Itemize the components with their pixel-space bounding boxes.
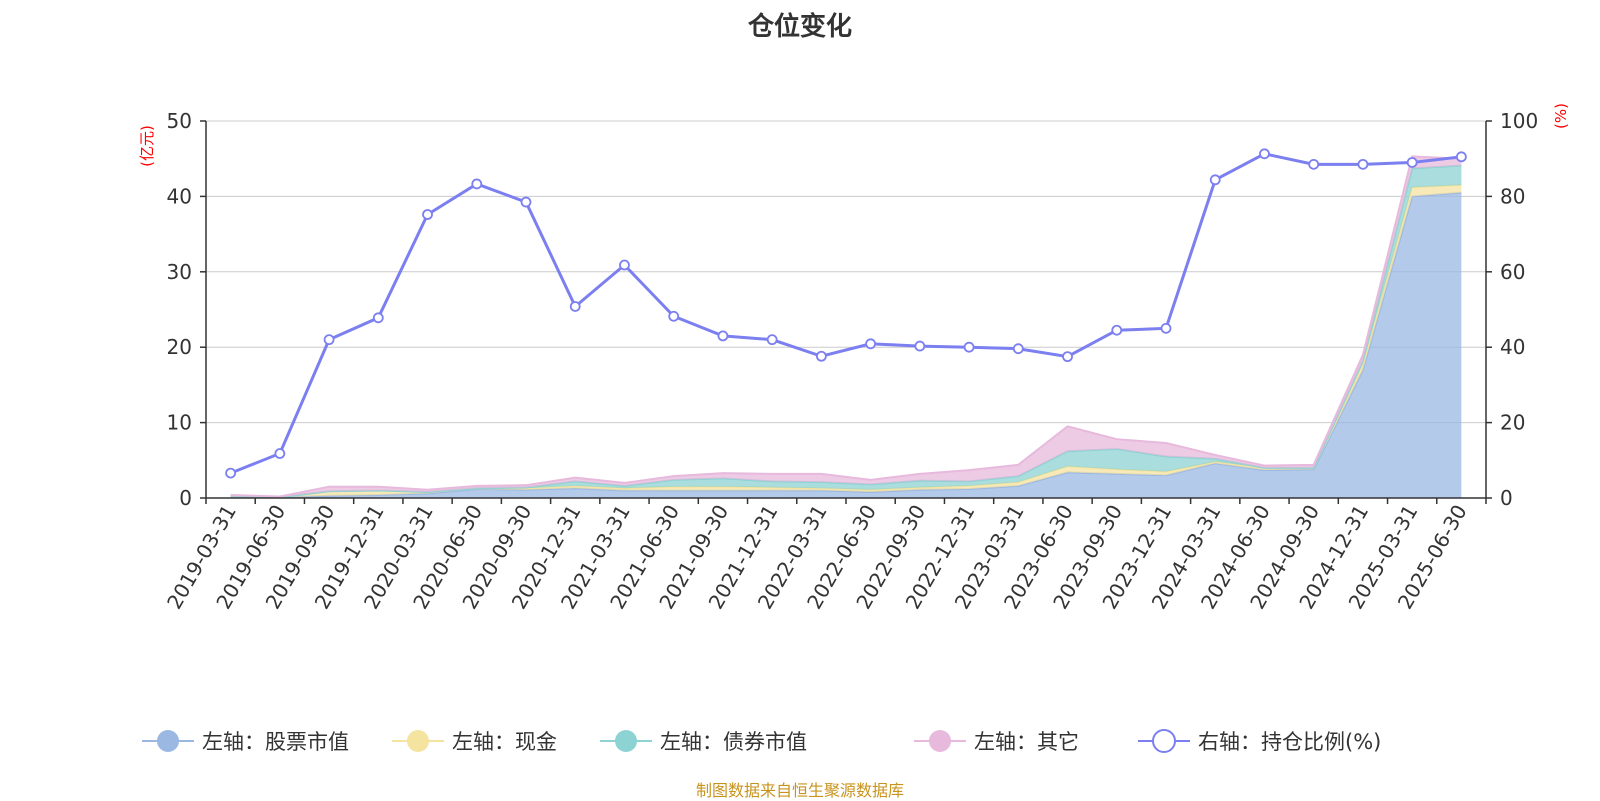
legend-marker xyxy=(929,730,951,752)
source-footer: 制图数据来自恒生聚源数据库 xyxy=(695,781,904,800)
ratio-point xyxy=(1012,343,1024,355)
ratio-point xyxy=(1160,322,1172,334)
area-other xyxy=(230,156,1462,498)
legend-marker xyxy=(1152,729,1176,753)
area-bond xyxy=(230,165,1462,498)
legend-item: 左轴：债券市值 xyxy=(600,730,807,754)
left-tick-label: 40 xyxy=(167,184,192,208)
left-tick-label: 10 xyxy=(167,411,192,435)
left-tick-label: 0 xyxy=(179,486,192,510)
right-tick-label: 40 xyxy=(1500,335,1525,359)
legend-label: 左轴：股票市值 xyxy=(202,730,349,754)
ratio-point xyxy=(1062,351,1073,363)
right-tick-label: 0 xyxy=(1500,486,1513,510)
area-stock xyxy=(230,192,1462,498)
ratio-line-path xyxy=(230,152,1462,475)
ratio-point xyxy=(1455,151,1467,163)
area-edge-other xyxy=(230,155,1462,498)
ratio-line xyxy=(225,148,1467,479)
ratio-point xyxy=(569,301,581,312)
left-tick-label: 20 xyxy=(167,335,192,359)
ratio-point xyxy=(865,338,877,350)
legend: 左轴：股票市值 左轴：现金 左轴：债券市值 左轴：其它 右轴：持仓比例(%) xyxy=(142,729,1381,754)
ratio-point xyxy=(225,467,237,479)
ratio-point xyxy=(914,340,926,352)
left-tick-label: 50 xyxy=(167,109,192,133)
ratio-point xyxy=(1308,158,1320,170)
legend-marker xyxy=(157,730,179,752)
ratio-point xyxy=(717,330,729,342)
right-tick-label: 100 xyxy=(1500,109,1538,133)
ratio-point xyxy=(815,350,827,362)
chart-title: 仓位变化 xyxy=(747,12,852,42)
legend-item: 左轴：其它 xyxy=(914,730,1079,754)
legend-marker xyxy=(615,730,637,752)
right-tick-label: 80 xyxy=(1500,184,1525,208)
legend-label: 左轴：债券市值 xyxy=(660,730,807,754)
ratio-point xyxy=(274,448,286,459)
legend-marker xyxy=(407,730,429,752)
legend-label: 左轴：其它 xyxy=(974,730,1079,754)
stacked-areas xyxy=(230,155,1462,499)
ratio-point xyxy=(422,209,433,220)
legend-label: 右轴：持仓比例(%) xyxy=(1198,730,1381,754)
left-tick-label: 30 xyxy=(167,260,192,284)
ratio-point xyxy=(323,334,335,346)
ratio-point xyxy=(619,259,630,271)
ratio-point xyxy=(668,310,680,322)
legend-label: 左轴：现金 xyxy=(452,730,557,754)
axes: 010203040500204060801002019-03-312019-06… xyxy=(138,103,1570,613)
right-axis-unit: (%) xyxy=(1552,103,1570,129)
grid-lines xyxy=(206,120,1486,499)
area-edge-bond xyxy=(230,164,1462,499)
ratio-point xyxy=(963,341,975,353)
ratio-point xyxy=(1357,158,1369,170)
legend-item: 左轴：现金 xyxy=(392,730,557,754)
ratio-point xyxy=(1209,174,1221,186)
right-tick-label: 60 xyxy=(1500,260,1525,284)
ratio-point xyxy=(372,312,384,324)
left-axis-unit: (亿元) xyxy=(138,125,156,167)
legend-item: 左轴：股票市值 xyxy=(142,730,349,754)
ratio-point xyxy=(471,178,483,190)
ratio-point xyxy=(1259,148,1270,160)
right-tick-label: 20 xyxy=(1500,411,1525,435)
ratio-point xyxy=(1406,157,1418,168)
legend-item: 右轴：持仓比例(%) xyxy=(1138,729,1381,754)
ratio-point xyxy=(766,334,778,346)
area-edge-cash xyxy=(230,184,1462,499)
ratio-point xyxy=(1111,324,1123,336)
area-cash xyxy=(230,185,1462,498)
ratio-point xyxy=(520,196,532,208)
